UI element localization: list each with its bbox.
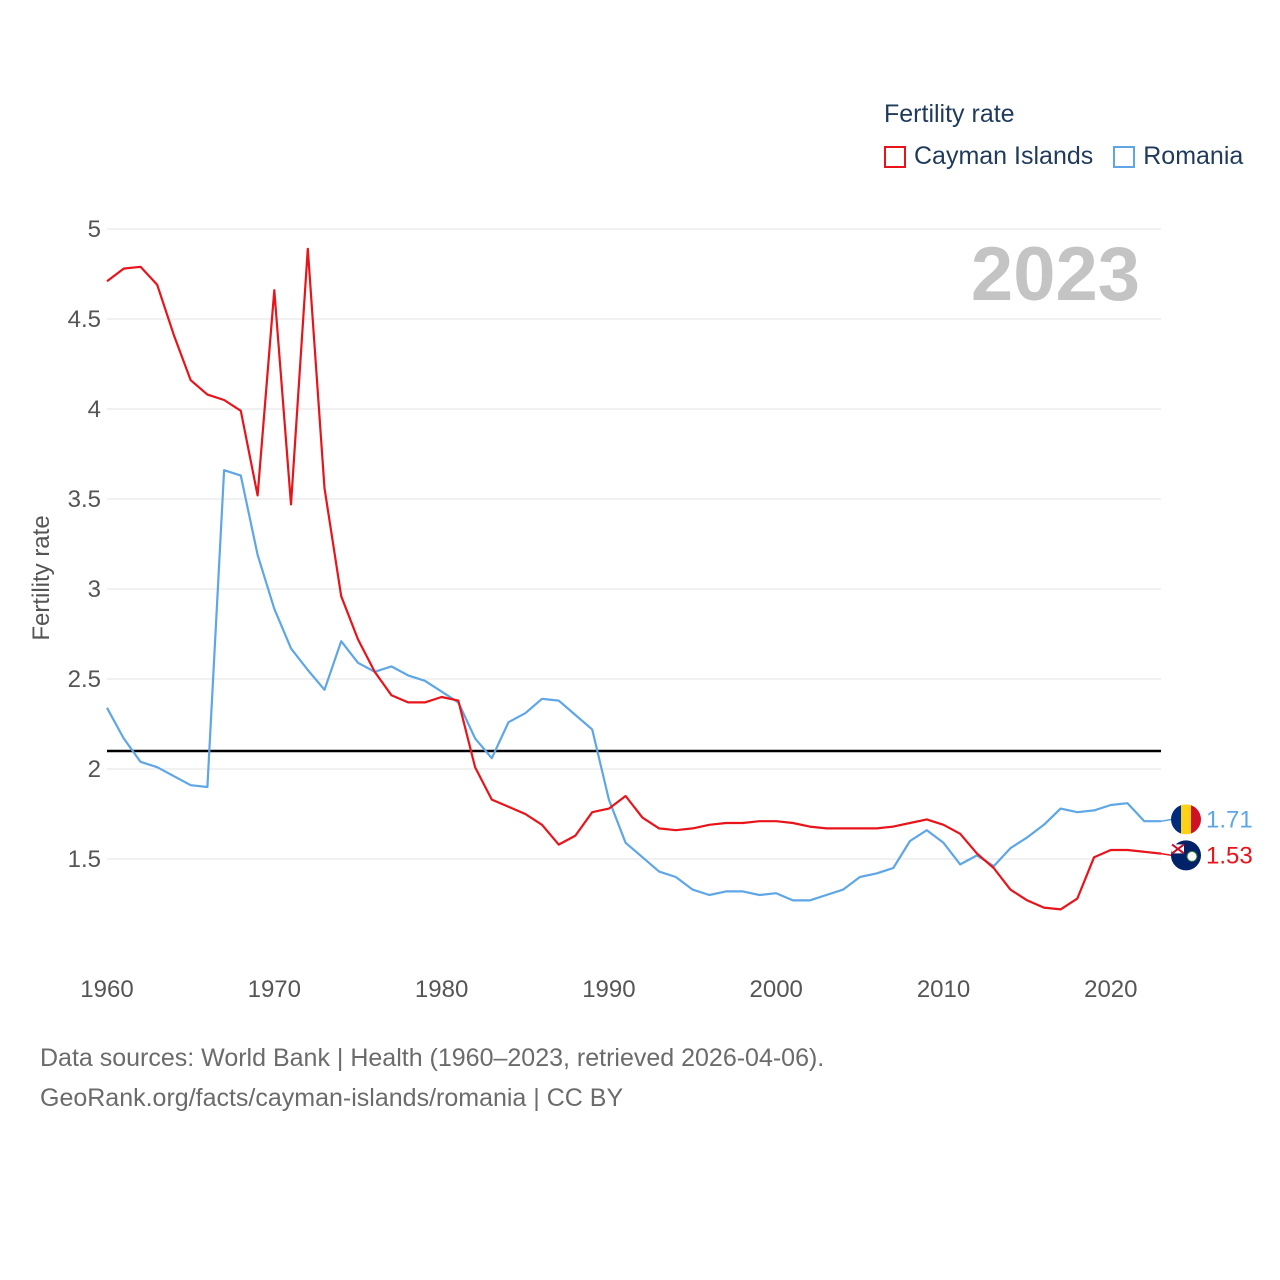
x-tick-label: 2000 [750, 976, 803, 1003]
series-lines [106, 247, 1162, 911]
legend-label-romania: Romania [1143, 142, 1244, 170]
x-tick-label: 1960 [80, 976, 133, 1003]
cayman-islands-flag-icon [1171, 840, 1201, 871]
legend-item-romania[interactable]: Romania [1113, 142, 1243, 171]
x-tick-label: 1980 [415, 976, 468, 1003]
grid-lines [107, 228, 1161, 860]
y-tick-label: 5 [88, 216, 101, 243]
cayman-end-connector [1160, 852, 1173, 857]
romania-flag-icon [1171, 804, 1201, 835]
romania-end-connector [1160, 818, 1173, 822]
y-tick-label: 1.5 [68, 846, 101, 873]
legend-swatch-romania [1113, 145, 1136, 168]
series-end-markers: 1.71 1.53 [1160, 804, 1253, 871]
romania-end-label: 1.71 [1206, 806, 1253, 833]
y-tick-labels: 1.5 2 2.5 3 3.5 4 4.5 5 [68, 216, 101, 873]
y-tick-label: 3 [88, 576, 101, 603]
data-source-note: Data sources: World Bank | Health (1960–… [40, 1044, 825, 1072]
y-tick-label: 2 [88, 756, 101, 783]
cayman-end-label: 1.53 [1206, 842, 1253, 869]
x-tick-label: 2020 [1084, 976, 1137, 1003]
y-axis-label: Fertility rate [28, 515, 55, 641]
legend-title: Fertility rate [884, 100, 1015, 128]
x-tick-label: 1970 [248, 976, 301, 1003]
legend-label-cayman-islands: Cayman Islands [914, 142, 1094, 170]
legend-item-cayman-islands[interactable]: Cayman Islands [884, 142, 1093, 171]
series-line-cayman-islands [106, 247, 1162, 911]
x-tick-labels: 1960 1970 1980 1990 2000 2010 2020 [80, 976, 1137, 1003]
y-tick-label: 3.5 [68, 486, 101, 513]
y-tick-label: 2.5 [68, 666, 101, 693]
y-tick-label: 4 [88, 396, 101, 423]
year-watermark: 2023 [971, 232, 1140, 317]
series-line-romania [106, 469, 1161, 902]
x-tick-label: 2010 [917, 976, 970, 1003]
source-link[interactable]: GeoRank.org/facts/cayman-islands/romania… [40, 1084, 624, 1112]
x-tick-label: 1990 [582, 976, 635, 1003]
y-tick-label: 4.5 [68, 306, 101, 333]
legend-swatch-cayman-islands [884, 145, 906, 168]
legend: Cayman Islands Romania [884, 142, 1263, 171]
